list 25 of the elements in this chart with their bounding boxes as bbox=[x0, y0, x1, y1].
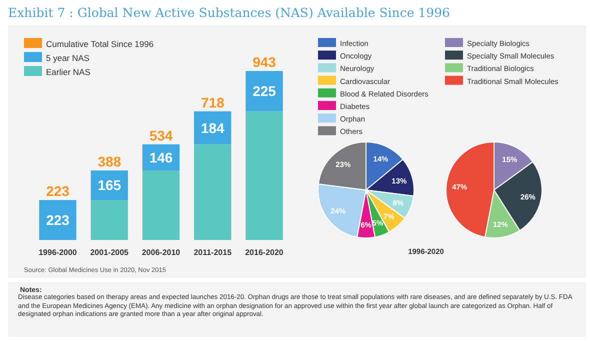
x-tick-label: 1996-2000 bbox=[38, 248, 78, 257]
x-tick-label: 2001-2005 bbox=[90, 248, 130, 257]
legend-label: Earlier NAS bbox=[46, 67, 91, 77]
data-label: 225 bbox=[252, 83, 276, 100]
data-label: 146 bbox=[149, 149, 173, 166]
total-label: 388 bbox=[98, 153, 122, 170]
bar bbox=[194, 144, 232, 240]
x-tick-label: 2011-2015 bbox=[194, 248, 232, 257]
chart-title: Exhibit 7 : Global New Active Substances (NAS) Available Since 1996 bbox=[8, 5, 450, 20]
legend-label: 5 year NAS bbox=[46, 53, 90, 63]
x-tick-label: 2006-2010 bbox=[142, 248, 181, 257]
bar bbox=[90, 200, 128, 240]
total-label: 943 bbox=[252, 54, 276, 70]
data-label: 223 bbox=[46, 212, 70, 228]
data-label: 184 bbox=[200, 120, 225, 136]
total-label: 718 bbox=[200, 94, 225, 110]
total-label: 223 bbox=[46, 183, 70, 200]
legend-label: Cumulative Total Since 1996 bbox=[46, 39, 154, 49]
bar bbox=[246, 111, 283, 240]
data-label: 165 bbox=[98, 177, 122, 194]
bar bbox=[246, 71, 283, 112]
bar bbox=[39, 200, 76, 240]
total-label: 534 bbox=[149, 127, 173, 144]
x-tick-label: 2016-2020 bbox=[245, 248, 284, 257]
bar bbox=[142, 170, 180, 240]
